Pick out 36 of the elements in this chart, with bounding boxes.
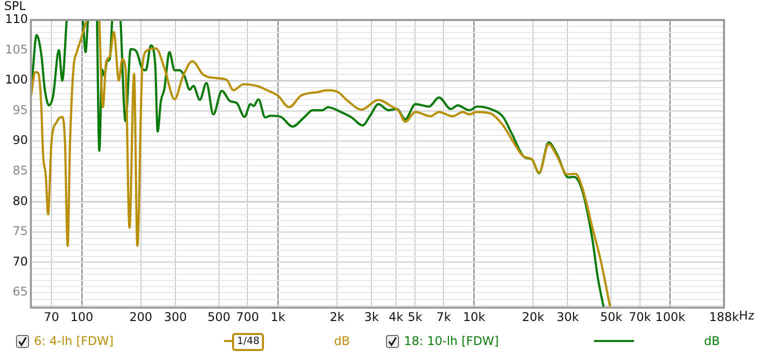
x-tick-label: 50k <box>600 310 622 324</box>
text: dB <box>334 334 350 348</box>
y-tick-label: 75 <box>12 224 28 238</box>
x-tick-label: 300 <box>164 310 187 324</box>
text: 18: 10-lh [FDW] <box>404 334 500 348</box>
x-tick-label: 200 <box>129 310 152 324</box>
x-tick-label: 3k <box>364 310 379 324</box>
y-tick-label: 95 <box>12 102 28 117</box>
y-tick-label: 100 <box>5 72 28 87</box>
y-tick-label: 85 <box>12 163 28 178</box>
x-tick-label: 70k <box>628 310 652 324</box>
y-tick-label: 90 <box>12 133 28 148</box>
x-tick-label: 100 <box>70 310 94 324</box>
x-tick-label: 10k <box>462 310 486 324</box>
x-tick-label: 100k <box>655 310 686 324</box>
y-tick-label: 70 <box>12 254 28 268</box>
text: 6: 4-lh [FDW] <box>34 334 115 348</box>
x-tick-label: 70 <box>44 310 60 324</box>
x-tick-label: 1k <box>270 310 286 324</box>
x-tick-label: 2k <box>330 310 344 324</box>
text: 1/48 <box>232 333 264 351</box>
x-tick-label: 20k <box>522 310 544 324</box>
x-tick-label: 700 <box>236 310 260 324</box>
y-tick-label: 110 <box>5 12 28 26</box>
x-tick-label: 30k <box>556 310 579 324</box>
x-tick-label: 4k <box>388 310 404 324</box>
x-tick-label: 7k <box>436 310 452 324</box>
x-tick-label: 500 <box>207 310 230 324</box>
y-axis-title: SPL <box>4 0 26 13</box>
y-tick-label: 105 <box>5 42 28 56</box>
x-axis-title: Hz <box>738 308 754 323</box>
text: dB <box>704 334 720 348</box>
x-tick-label: 5k <box>408 310 422 324</box>
y-tick-label: 65 <box>12 284 28 299</box>
y-tick-label: 80 <box>12 194 28 208</box>
x-tick-label: 188k <box>709 310 739 324</box>
